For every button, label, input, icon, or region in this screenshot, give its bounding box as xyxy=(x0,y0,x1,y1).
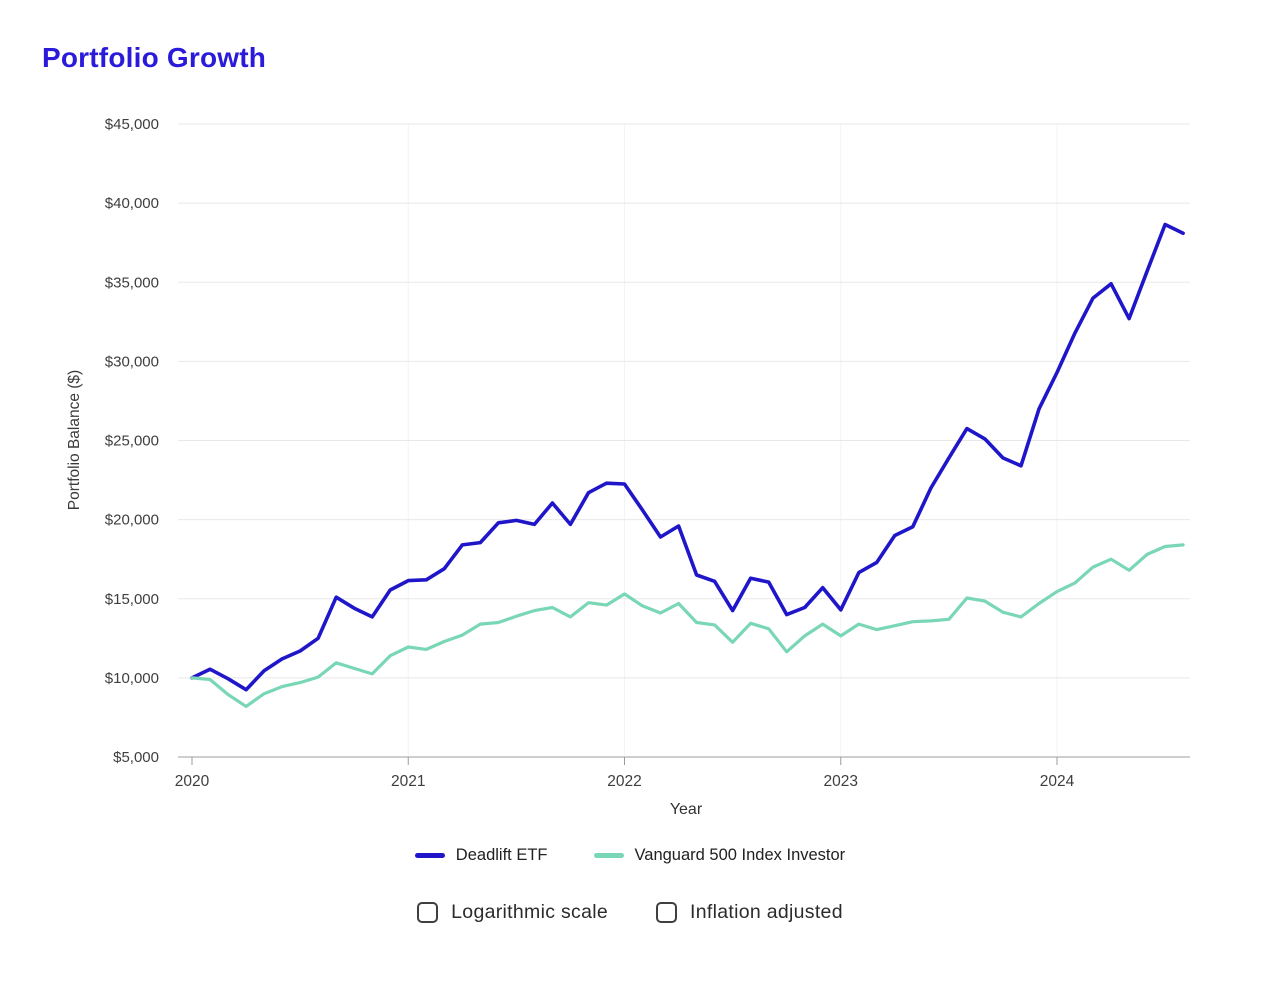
y-axis-tick-label: $45,000 xyxy=(105,116,159,133)
y-axis-title: Portfolio Balance ($) xyxy=(66,369,83,511)
chart-legend: Deadlift ETF Vanguard 500 Index Investor xyxy=(0,846,1260,865)
deadlift-etf-line xyxy=(190,222,1185,692)
legend-label: Vanguard 500 Index Investor xyxy=(634,846,846,864)
legend-item-deadlift-etf[interactable]: Deadlift ETF xyxy=(414,846,548,865)
portfolio-growth-chart: $5,000 $10,000 $15,000 $20,000 $25,000 $30,00… xyxy=(66,116,1190,818)
x-axis-tick-label: 2020 xyxy=(175,773,210,790)
inflation-adjusted-control[interactable]: Inflation adjusted xyxy=(656,901,843,924)
legend-item-vanguard-500[interactable]: Vanguard 500 Index Investor xyxy=(593,846,846,865)
inflation-adjusted-checkbox[interactable] xyxy=(656,902,677,923)
x-axis-tick-label: 2021 xyxy=(391,773,425,790)
y-axis-tick-label: $5,000 xyxy=(113,749,159,766)
vanguard-500-line xyxy=(190,543,1185,709)
y-axis-tick-label: $15,000 xyxy=(105,591,159,608)
x-axis-title: Year xyxy=(669,801,703,818)
chart-canvas: $5,000 $10,000 $15,000 $20,000 $25,000 $30,00… xyxy=(105,116,1190,790)
page-title: Portfolio Growth xyxy=(42,42,267,73)
x-axis-tick-label: 2022 xyxy=(607,773,641,790)
y-axis-tick-label: $25,000 xyxy=(105,433,159,450)
inflation-adjusted-label: Inflation adjusted xyxy=(690,901,843,923)
y-axis-tick-label: $35,000 xyxy=(105,274,159,291)
y-axis-tick-label: $40,000 xyxy=(105,195,159,212)
logarithmic-scale-checkbox[interactable] xyxy=(417,902,439,923)
vanguard-500-line-swatch xyxy=(593,853,624,858)
x-axis-tick-label: 2023 xyxy=(824,773,858,790)
y-axis-tick-label: $20,000 xyxy=(105,512,159,529)
legend-label: Deadlift ETF xyxy=(455,846,548,864)
y-axis-tick-label: $30,000 xyxy=(105,353,159,370)
x-axis-tick-label: 2024 xyxy=(1040,773,1075,790)
logarithmic-scale-control[interactable]: Logarithmic scale xyxy=(417,901,608,924)
chart-controls: Logarithmic scale Inflation adjusted xyxy=(0,901,1260,924)
deadlift-etf-line-swatch xyxy=(414,853,445,858)
logarithmic-scale-label: Logarithmic scale xyxy=(451,901,608,923)
y-axis-tick-label: $10,000 xyxy=(105,670,159,687)
